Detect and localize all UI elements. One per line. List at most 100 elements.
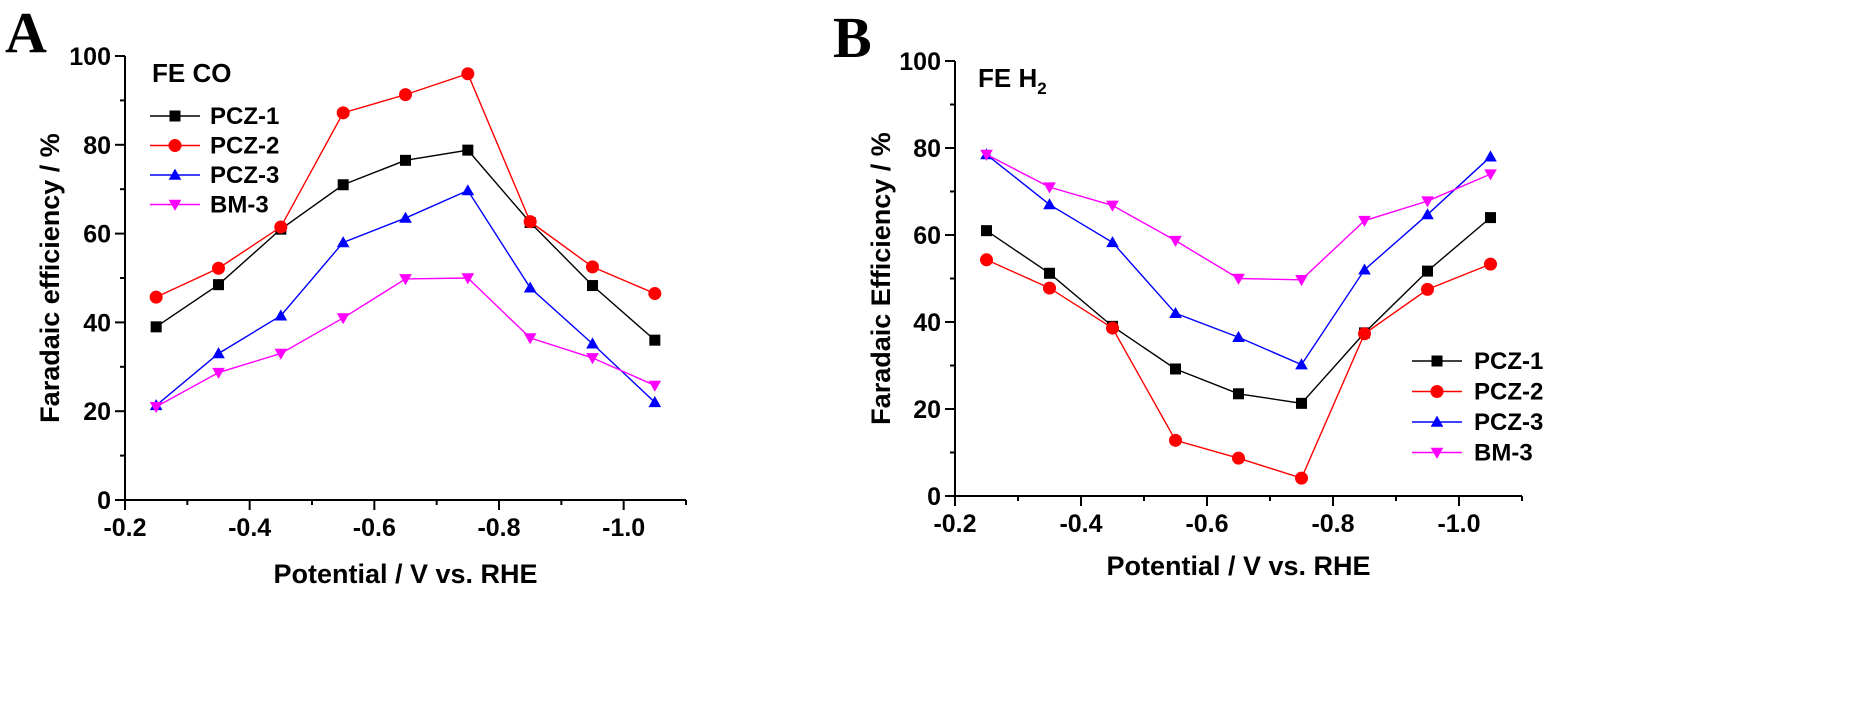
legend-label: BM-3	[1474, 440, 1533, 467]
x-tick-label: -1.0	[1437, 510, 1480, 538]
panel-letter: A	[5, 0, 47, 65]
chart-title: FE H2	[978, 63, 1047, 98]
data-point-pcz-1	[462, 144, 474, 156]
data-point-pcz-2	[1043, 281, 1056, 295]
data-point-pcz-2	[1358, 327, 1371, 341]
data-point-pcz-1	[1233, 388, 1244, 400]
data-point-pcz-3	[1358, 263, 1371, 275]
y-tick-label: 60	[83, 221, 111, 249]
data-point-pcz-2	[648, 287, 662, 301]
data-point-pcz-1	[649, 334, 661, 346]
x-tick-label: -0.6	[1185, 510, 1228, 538]
data-point-pcz-3	[1295, 358, 1308, 370]
legend-marker	[169, 110, 181, 122]
data-point-pcz-2	[980, 253, 993, 267]
x-tick-label: -0.8	[1311, 510, 1354, 538]
data-point-pcz-2	[586, 260, 599, 274]
y-tick-label: 0	[927, 483, 941, 511]
data-point-bm-3	[336, 313, 350, 325]
data-point-pcz-3	[274, 309, 288, 321]
legend-label: PCZ-3	[1474, 409, 1543, 436]
legend-marker	[168, 168, 182, 180]
data-point-bm-3	[1232, 273, 1245, 285]
data-point-pcz-1	[1170, 363, 1181, 375]
data-point-bm-3	[1421, 196, 1434, 208]
legend-marker	[1430, 415, 1444, 427]
y-tick-label: 20	[913, 396, 941, 424]
series-line-pcz-2	[986, 259, 1491, 480]
data-point-pcz-1	[1044, 267, 1055, 279]
data-point-pcz-3	[336, 236, 350, 248]
data-point-pcz-1	[213, 279, 224, 291]
x-axis-title: Potential / V vs. RHE	[1106, 551, 1370, 581]
x-tick-label: -0.2	[103, 514, 146, 542]
y-tick-label: 100	[899, 48, 941, 76]
x-tick-label: -0.6	[353, 514, 396, 542]
chart-title: FE CO	[152, 58, 231, 88]
panel-letter: B	[833, 5, 872, 70]
y-tick-label: 20	[83, 398, 111, 426]
legend-label: PCZ-3	[210, 162, 279, 189]
data-point-pcz-3	[1169, 306, 1182, 319]
data-point-pcz-2	[1484, 257, 1497, 271]
data-point-pcz-2	[1421, 282, 1434, 296]
data-point-pcz-1	[1485, 212, 1496, 224]
panel-A: A -0.2 -0.4 -0.6 -0.8 -1.0 0 20 40 60 80 100 Potenti…	[5, 0, 687, 589]
y-tick-label: 80	[83, 132, 111, 160]
legend-label: BM-3	[210, 192, 269, 219]
data-point-bm-3	[586, 353, 599, 365]
y-tick-label: 100	[69, 43, 111, 71]
data-point-bm-3	[1106, 200, 1119, 212]
data-point-bm-3	[523, 333, 537, 345]
data-point-pcz-2	[274, 220, 288, 234]
data-point-pcz-2	[336, 106, 350, 120]
data-point-bm-3	[399, 274, 412, 286]
data-point-pcz-1	[981, 225, 992, 237]
y-tick-label: 60	[913, 222, 941, 250]
data-point-pcz-3	[212, 347, 225, 359]
data-point-bm-3	[1484, 169, 1497, 181]
legend-marker	[168, 139, 182, 152]
data-point-pcz-3	[1232, 330, 1245, 342]
series-line-pcz-1	[986, 217, 1491, 405]
x-axis-title: Potential / V vs. RHE	[273, 559, 537, 589]
legend-label: PCZ-2	[1474, 379, 1543, 406]
data-point-pcz-2	[1232, 451, 1245, 465]
data-point-pcz-1	[587, 280, 598, 292]
data-point-pcz-1	[337, 179, 349, 191]
data-point-pcz-2	[212, 261, 225, 275]
data-point-pcz-3	[1043, 198, 1056, 210]
y-tick-label: 80	[913, 135, 941, 163]
series-line-bm-3	[155, 277, 656, 408]
data-point-pcz-3	[648, 395, 662, 408]
y-tick-label: 40	[83, 309, 111, 337]
x-tick-label: -0.8	[477, 514, 520, 542]
data-point-pcz-3	[461, 184, 475, 196]
series-line-bm-3	[986, 153, 1491, 281]
data-point-pcz-1	[1296, 397, 1307, 409]
data-point-pcz-2	[523, 215, 537, 229]
data-point-bm-3	[212, 367, 225, 379]
data-point-pcz-1	[150, 321, 162, 333]
legend-marker	[168, 199, 182, 211]
data-point-pcz-1	[1422, 265, 1433, 277]
data-point-pcz-2	[149, 290, 163, 304]
data-point-pcz-3	[1421, 208, 1434, 220]
x-tick-label: -1.0	[602, 514, 645, 542]
data-point-pcz-2	[461, 67, 475, 81]
data-point-bm-3	[980, 149, 993, 161]
y-axis-title: Faradaic efficiency / %	[35, 133, 65, 423]
data-point-pcz-3	[523, 281, 537, 293]
data-point-bm-3	[1295, 275, 1308, 287]
data-point-bm-3	[149, 402, 163, 414]
data-point-bm-3	[1169, 235, 1182, 247]
data-point-pcz-2	[1106, 321, 1119, 335]
data-point-pcz-3	[399, 211, 412, 223]
legend-marker	[1430, 447, 1444, 459]
legend-marker	[1430, 385, 1444, 398]
y-axis-title: Faradaic Efficiency / %	[866, 132, 896, 425]
panel-B: B -0.2 -0.4 -0.6 -0.8 -1.0 0 20 40 60 80 100 Potenti…	[833, 5, 1543, 581]
data-point-pcz-3	[1484, 150, 1497, 162]
legend-label: PCZ-1	[210, 103, 279, 130]
data-point-bm-3	[274, 348, 288, 360]
